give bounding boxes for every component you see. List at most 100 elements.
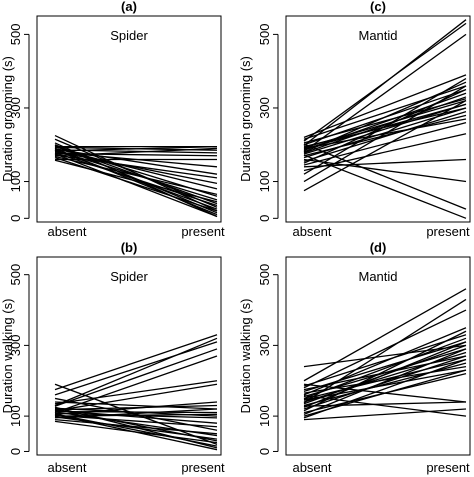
series-line bbox=[54, 150, 218, 185]
panel-a: (a) Spider Duration grooming (s) absent … bbox=[0, 0, 225, 239]
y-tick-label: 0 bbox=[8, 215, 23, 222]
y-tick-label: 300 bbox=[8, 335, 23, 357]
series-layer bbox=[303, 19, 467, 219]
series-line bbox=[303, 74, 467, 138]
series-line bbox=[303, 22, 467, 142]
series-layer bbox=[303, 288, 467, 421]
inset-title: Mantid bbox=[358, 28, 397, 43]
series-line bbox=[303, 355, 467, 410]
y-tick-label: 100 bbox=[8, 405, 23, 427]
series-line bbox=[303, 337, 467, 400]
x-tick-label: present bbox=[426, 224, 470, 239]
series-line bbox=[54, 337, 218, 407]
y-tick-label: 500 bbox=[8, 24, 23, 46]
y-tick-label: 500 bbox=[257, 24, 272, 46]
y-tick-label: 0 bbox=[8, 448, 23, 455]
series-line bbox=[303, 408, 467, 421]
series-line bbox=[54, 153, 218, 218]
series-line bbox=[303, 358, 467, 419]
series-line bbox=[54, 383, 218, 412]
x-tick-label: absent bbox=[47, 460, 86, 475]
series-line bbox=[303, 114, 467, 157]
y-axis-title: Duration grooming (s) bbox=[238, 56, 253, 182]
series-line bbox=[303, 369, 467, 401]
series-line bbox=[54, 145, 218, 152]
y-axis: 0 100 300 500 bbox=[257, 24, 279, 222]
series-line bbox=[54, 355, 218, 414]
y-axis-title: Duration walking (s) bbox=[238, 299, 253, 414]
series-line bbox=[303, 85, 467, 140]
plot-frame bbox=[285, 256, 471, 456]
y-tick-label: 300 bbox=[257, 335, 272, 357]
series-layer bbox=[54, 334, 218, 451]
series-line bbox=[54, 414, 218, 428]
y-axis-title: Duration walking (s) bbox=[0, 299, 15, 414]
y-axis: 0 100 300 500 bbox=[8, 264, 30, 455]
series-layer bbox=[54, 134, 218, 218]
x-tick-label: absent bbox=[47, 224, 86, 239]
y-tick-label: 500 bbox=[8, 264, 23, 286]
series-line bbox=[54, 418, 218, 435]
series-line bbox=[303, 358, 467, 400]
series-line bbox=[303, 103, 467, 155]
panel-letter: (c) bbox=[370, 0, 386, 14]
series-line bbox=[54, 341, 218, 396]
panel-letter: (b) bbox=[121, 240, 138, 255]
series-line bbox=[303, 98, 467, 144]
series-line bbox=[54, 380, 218, 405]
series-line bbox=[54, 416, 218, 440]
panel-b: (b) Spider Duration walking (s) absent p… bbox=[0, 240, 225, 475]
series-line bbox=[54, 420, 218, 444]
plot-frame bbox=[285, 15, 471, 223]
series-line bbox=[303, 107, 467, 148]
series-line bbox=[303, 298, 467, 404]
x-tick-label: present bbox=[181, 224, 225, 239]
series-line bbox=[303, 288, 467, 382]
y-tick-label: 300 bbox=[8, 97, 23, 119]
series-line bbox=[303, 122, 467, 166]
x-tick-label: absent bbox=[292, 460, 331, 475]
y-axis-title: Duration grooming (s) bbox=[0, 56, 15, 182]
series-line bbox=[303, 154, 467, 219]
y-tick-label: 300 bbox=[257, 97, 272, 119]
series-line bbox=[303, 111, 467, 162]
y-tick-label: 500 bbox=[257, 264, 272, 286]
x-tick-label: present bbox=[181, 460, 225, 475]
series-line bbox=[54, 348, 218, 407]
panel-letter: (d) bbox=[370, 240, 387, 255]
y-tick-label: 100 bbox=[257, 405, 272, 427]
series-line bbox=[303, 327, 467, 396]
series-line bbox=[303, 158, 467, 183]
y-tick-label: 100 bbox=[8, 171, 23, 193]
series-line bbox=[303, 309, 467, 389]
series-line bbox=[303, 341, 467, 408]
inset-title: Spider bbox=[110, 28, 148, 43]
panel-d: (d) Mantid Duration walking (s) absent p… bbox=[238, 240, 471, 475]
plot-frame bbox=[36, 256, 222, 456]
series-line bbox=[54, 413, 218, 447]
series-line bbox=[54, 401, 218, 415]
series-line bbox=[303, 33, 467, 152]
series-line bbox=[54, 408, 218, 419]
y-axis: 0 100 300 500 bbox=[8, 24, 30, 222]
y-tick-label: 0 bbox=[257, 448, 272, 455]
series-line bbox=[54, 155, 218, 196]
panel-letter: (a) bbox=[121, 0, 137, 14]
inset-title: Spider bbox=[110, 269, 148, 284]
series-line bbox=[54, 147, 218, 157]
series-line bbox=[303, 362, 467, 407]
series-line bbox=[303, 143, 467, 210]
series-line bbox=[303, 118, 467, 150]
x-tick-label: present bbox=[426, 460, 470, 475]
inset-title: Mantid bbox=[358, 269, 397, 284]
x-tick-label: absent bbox=[292, 224, 331, 239]
panel-c: (c) Mantid Duration grooming (s) absent … bbox=[238, 0, 471, 239]
y-axis: 0 100 300 500 bbox=[257, 264, 279, 455]
series-line bbox=[303, 334, 467, 387]
series-line bbox=[303, 348, 467, 415]
y-tick-label: 0 bbox=[257, 215, 272, 222]
series-line bbox=[303, 330, 467, 412]
series-line bbox=[54, 334, 218, 391]
series-line bbox=[54, 159, 218, 203]
